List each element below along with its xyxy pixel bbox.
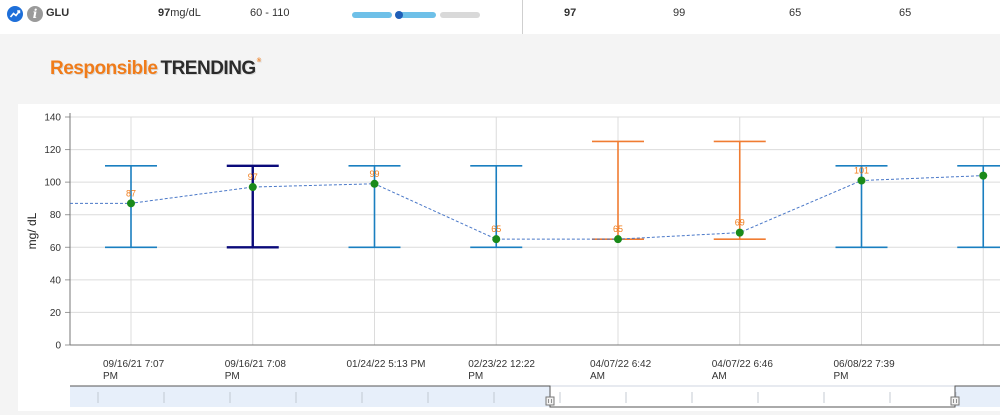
reference-range: 60 - 110 xyxy=(250,7,290,19)
data-point xyxy=(979,171,988,180)
history-value: 65 xyxy=(899,7,912,19)
y-tick-label: 80 xyxy=(50,210,62,221)
history-value: 99 xyxy=(673,7,686,19)
brand-word-2: TRENDING xyxy=(160,58,256,79)
x-tick-label: 06/08/22 7:39 xyxy=(834,359,896,370)
result-row[interactable]: i GLU 97mg/dL 60 - 110 97 99 65 65 xyxy=(0,0,1000,34)
x-tick-label: AM xyxy=(712,371,727,382)
brand-logo: Responsible TRENDING® xyxy=(50,58,261,82)
result-number: 97 xyxy=(158,7,171,19)
navigator-unselected-right xyxy=(955,386,1000,407)
trend-line xyxy=(70,175,984,240)
navigator-unselected-left xyxy=(70,386,550,407)
info-icon[interactable]: i xyxy=(27,6,43,22)
range-bar-normal xyxy=(396,12,436,18)
data-label: 101 xyxy=(854,166,869,176)
x-tick-label: PM xyxy=(225,371,240,382)
y-tick-label: 0 xyxy=(55,341,61,352)
navigator-handle[interactable] xyxy=(950,396,960,406)
x-tick-label: PM xyxy=(103,371,118,382)
trend-chart-svg[interactable]: 0 20 40 60 80 100 120 140 mg/ dL 87 97 99 65 65 69 101 0… xyxy=(18,104,1000,411)
y-tick-label: 60 xyxy=(50,243,62,254)
data-label: 65 xyxy=(613,224,623,234)
data-label: 87 xyxy=(126,188,136,198)
x-tick-label: 09/16/21 7:08 xyxy=(225,359,287,370)
trend-chart[interactable]: 0 20 40 60 80 100 120 140 mg/ dL 87 97 99 65 65 69 101 0… xyxy=(18,104,1000,411)
result-value: 97mg/dL xyxy=(158,7,201,19)
history-value: 97 xyxy=(564,7,577,19)
data-label: 65 xyxy=(491,224,501,234)
data-point xyxy=(248,183,257,192)
data-point xyxy=(735,228,744,237)
navigator-handle[interactable] xyxy=(545,396,555,406)
range-bar-marker xyxy=(395,11,404,19)
history-value: 65 xyxy=(789,7,802,19)
x-tick-label: PM xyxy=(834,371,849,382)
x-tick-label: 01/24/22 5:13 PM xyxy=(347,359,426,370)
y-axis-label: mg/ dL xyxy=(25,212,39,249)
range-bar-high xyxy=(440,12,480,18)
y-tick-label: 140 xyxy=(44,113,61,124)
brand-mark: ® xyxy=(256,58,261,64)
data-label: 99 xyxy=(369,169,379,179)
x-tick-label: PM xyxy=(468,371,483,382)
column-divider xyxy=(522,0,523,34)
y-tick-label: 40 xyxy=(50,275,62,286)
x-tick-label: 09/16/21 7:07 xyxy=(103,359,165,370)
y-tick-label: 20 xyxy=(50,308,62,319)
data-label: 69 xyxy=(735,218,745,228)
y-tick-label: 100 xyxy=(44,178,61,189)
x-tick-label: 04/07/22 6:46 xyxy=(712,359,774,370)
test-name: GLU xyxy=(46,7,70,19)
result-unit: mg/dL xyxy=(170,7,201,19)
x-tick-label: 02/23/22 12:22 xyxy=(468,359,535,370)
y-tick-label: 120 xyxy=(44,145,61,156)
data-point xyxy=(370,179,379,188)
data-point xyxy=(127,199,135,208)
navigator-outline xyxy=(70,385,1000,408)
trend-chart-icon[interactable] xyxy=(7,6,23,22)
data-point xyxy=(857,176,866,185)
brand-word-1: Responsible xyxy=(50,58,158,79)
x-tick-label: AM xyxy=(590,371,605,382)
x-tick-label: 04/07/22 6:42 xyxy=(590,359,652,370)
data-point xyxy=(492,235,501,244)
data-label: 97 xyxy=(248,172,258,182)
range-bar-low xyxy=(352,12,392,18)
data-point xyxy=(614,235,622,244)
